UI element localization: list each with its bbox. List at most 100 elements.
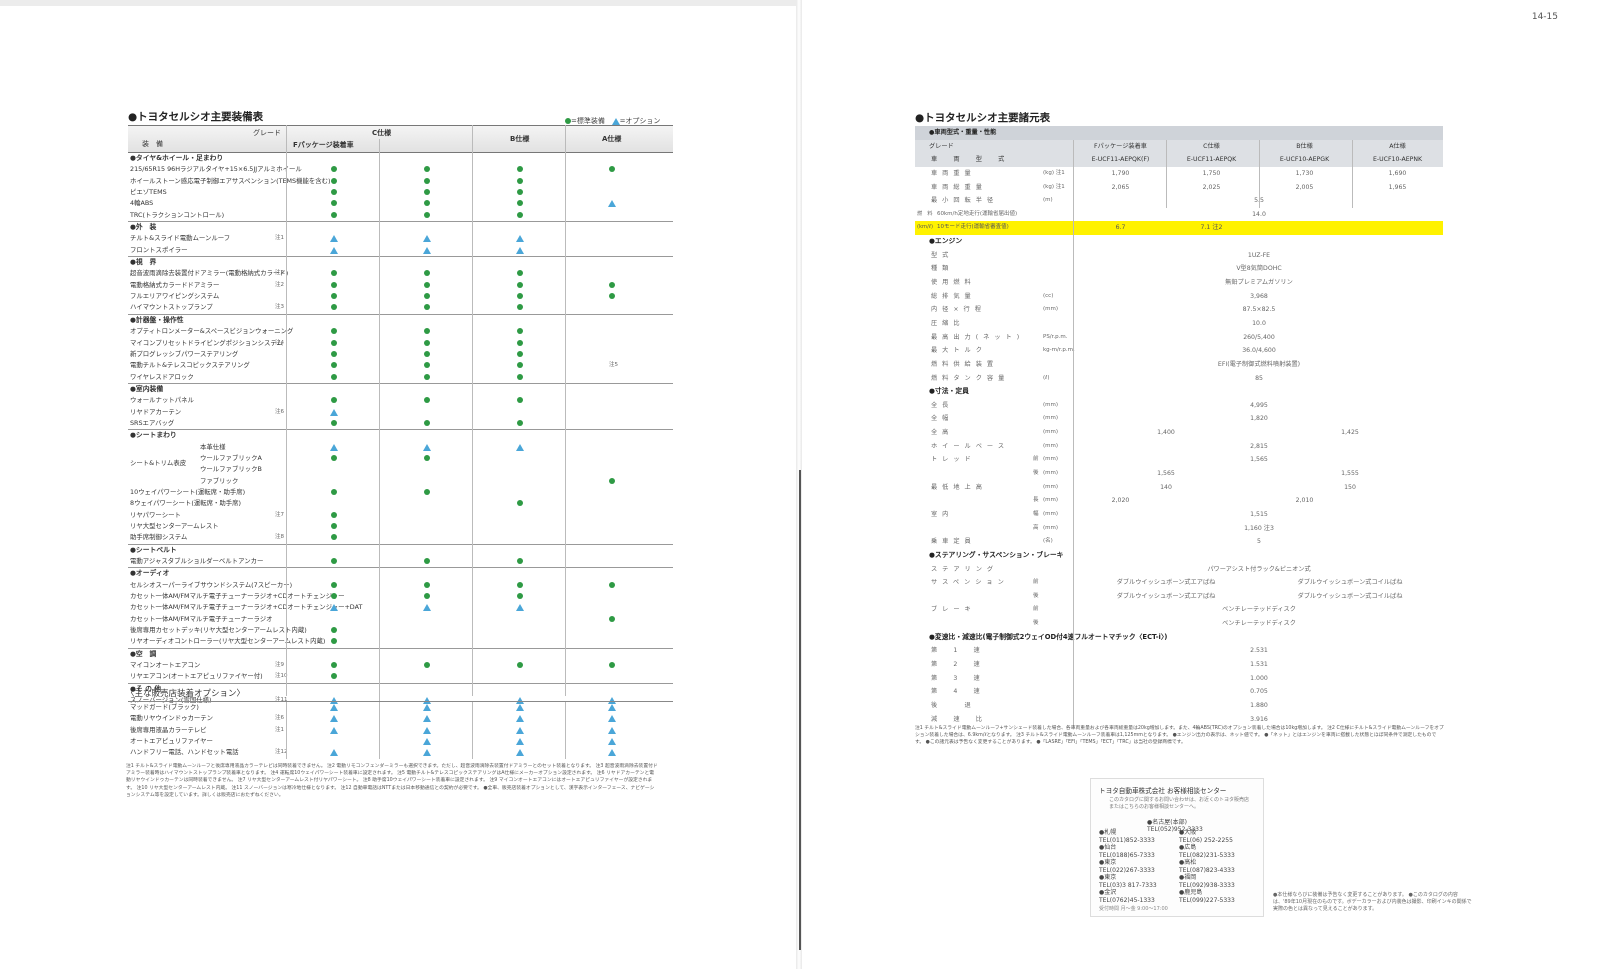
equipment-row: セルシオスーパーライブサウンドシステム(7スピーカー) <box>128 580 673 591</box>
spec-label: 第 4 速 <box>931 688 985 696</box>
equipment-label: 215/65R15 96Hラジアルタイヤ+15×6.5JJアルミホイール <box>130 165 302 174</box>
spec-value: 2,010 <box>1295 497 1314 505</box>
option-triangle-icon <box>608 704 616 711</box>
standard-dot-icon <box>517 362 523 369</box>
spec-label: 内径×行程 <box>931 306 986 314</box>
f-package-header: Fパッケージ装着車 <box>293 141 354 149</box>
spec-unit: (ℓ) <box>1043 374 1050 381</box>
spec-label: 後 退 <box>931 701 976 709</box>
standard-dot-icon <box>331 304 337 311</box>
spec-label: 最高出力(ネット) <box>931 333 1025 341</box>
standard-dot-icon <box>517 350 523 357</box>
standard-dot-icon <box>517 189 523 196</box>
standard-dot-icon <box>331 581 337 588</box>
section-header: ●そ の 他 <box>128 682 673 695</box>
contact-line: ●仙台 <box>1099 844 1117 851</box>
contact-left-column: ●札幌 TEL(011)852-3333 ●仙台 TEL(0188)65-7333 ●東… <box>1099 829 1157 904</box>
equipment-label: マイコンオートエアコン <box>130 661 201 670</box>
contact-line: TEL(06) 252-2255 <box>1179 836 1233 844</box>
section-header: ●タイヤ&ホイール・足まわり <box>128 153 673 164</box>
equipment-label: SRSエアバッグ <box>130 418 175 427</box>
left-page <box>0 0 800 969</box>
spec-sub-label: 高 <box>1033 524 1039 531</box>
spec-label: 乗車定員 <box>931 538 976 546</box>
equipment-label: リヤドアカーテン <box>130 407 182 416</box>
spec-value: 2,065 <box>1111 183 1130 191</box>
spec-sub-label: 前 <box>1033 579 1039 586</box>
spec-unit: (mm) <box>1043 510 1059 517</box>
standard-dot-icon <box>424 593 430 600</box>
section-title: ●ステアリング・サスペンション・ブレーキ <box>929 550 1064 559</box>
spec-row: 最高出力(ネット) PS/r.p.m. 260/5,400 <box>915 331 1443 345</box>
column-divider <box>1259 140 1260 208</box>
section-header: ●シートまわり <box>128 429 673 441</box>
equipment-label: ホイールストーン感応電子制御エアサスペンション(TEMS機能を含む) <box>130 176 331 185</box>
standard-dot-icon <box>424 293 430 300</box>
legend: =標準装備 =オプション <box>565 116 660 126</box>
spec-row: 内径×行程 (mm) 87.5×82.5 <box>915 303 1443 317</box>
spec-row: 燃料供給装置 EFI(電子制御式燃料噴射装置) <box>915 358 1443 372</box>
column-divider <box>1166 140 1167 208</box>
spec-value: 7.1 注2 <box>1200 224 1223 232</box>
option-triangle-icon <box>516 443 524 451</box>
spec-value: 1,690 <box>1388 169 1407 177</box>
spec-row: 圧縮比 10.0 <box>915 317 1443 331</box>
spec-value: 2,815 <box>1250 442 1268 450</box>
spec-value: パワーアシスト付ラック&ピニオン式 <box>1207 565 1311 573</box>
spec-value: 1,820 <box>1250 415 1268 423</box>
standard-dot-icon <box>424 488 430 495</box>
spec-row: 高 (mm) 1,160 注3 <box>915 522 1443 536</box>
seat-trim-option: ファブリック <box>200 476 239 485</box>
section-title: ●変速比・減速比(電子制御式2ウェイOD付4速フルオートマチック〈ECT-i〉) <box>929 632 1168 641</box>
equipment-note: 注8 <box>275 534 284 541</box>
standard-dot-icon <box>609 477 615 484</box>
fuel-60-row: 燃 料 60km/h定地走行(運輸省届出値) 14.0 <box>915 208 1443 222</box>
catalog-footnote: ●本仕様ならびに装備は予告なく変更することがあります。 ●このカタログの内容は、… <box>1273 892 1472 912</box>
spec-value: 1,555 <box>1341 470 1359 478</box>
spec-unit: (kg) 注1 <box>1043 183 1065 190</box>
contact-line: ●東京 <box>1099 874 1117 881</box>
standard-dot-icon <box>331 558 337 565</box>
spec-label: 車両重量 <box>931 169 976 177</box>
standard-dot-icon <box>331 270 337 277</box>
equipment-row: ハイマウントストップランプ 注3 <box>128 302 673 313</box>
spec-row: 後 (mm) 1,565 1,555 <box>915 467 1443 481</box>
spec-unit: (m) <box>1043 197 1053 204</box>
equipment-label: ●外 装 <box>130 223 157 232</box>
model-code: E-UCF11-AEPQK(F) <box>1091 156 1150 164</box>
equipment-label: フルエリアワイピングシステム <box>130 292 220 301</box>
dealer-option-label: オートエアピュリファイヤー <box>130 737 213 746</box>
spec-label: 総排気量 <box>931 292 976 300</box>
spec-unit: (mm) <box>1043 483 1059 490</box>
equipment-note: 注7 <box>275 511 284 518</box>
standard-dot-icon <box>331 339 337 346</box>
standard-dot-icon <box>331 673 337 680</box>
spec-value: 1.880 <box>1250 701 1268 709</box>
option-triangle-icon <box>608 715 616 723</box>
spec-row: 全長 (mm) 4,995 <box>915 399 1443 413</box>
spec-value: 1,515 <box>1250 510 1268 518</box>
contact-main-tel: TEL(052)952-3333 <box>1147 826 1203 833</box>
equipment-row: マイコンプリセットドライビングポジションシステム 注4 <box>128 338 673 349</box>
equipment-label: ●シートベルト <box>130 545 177 554</box>
column-divider <box>1352 140 1353 208</box>
spec-label: ブレーキ <box>931 606 976 614</box>
spec-value: 無鉛プレミアムガソリン <box>1225 279 1293 287</box>
spec-value: 87.5×82.5 <box>1242 306 1276 314</box>
contact-line: TEL(092)938-3333 <box>1179 881 1235 889</box>
standard-dot-icon <box>517 270 523 277</box>
equipment-row: 後席専用カセットデッキ(リヤ大型センターアームレスト内蔵) <box>128 625 673 636</box>
option-triangle-icon <box>423 749 431 757</box>
contact-footer: 受付時間 月〜金 9:00〜17:00 <box>1099 906 1168 912</box>
standard-dot-icon <box>331 373 337 380</box>
standard-dot-icon <box>609 281 615 288</box>
spec-table: ●車両型式・重量・性能 グレード Fパッケージ装着車 C仕様 B仕様 A仕様車 両 型 式… <box>915 126 1443 727</box>
spec-label: 種類 <box>931 265 954 273</box>
spec-label: 使用燃料 <box>931 279 976 287</box>
fuel-10mode-row: (km/ℓ) 10モード走行(運輸省審査値) 6.7 7.1 注2 <box>915 221 1443 236</box>
spec-row: 室内 幅 (mm) 1,515 <box>915 508 1443 522</box>
equipment-notes: 注1 チルト&スライド電動ムーンルーフと後席専用液晶カラーテレビは同時装着できま… <box>126 764 658 798</box>
equipment-label: ●タイヤ&ホイール・足まわり <box>130 154 224 162</box>
section-header: ●空 調 <box>128 647 673 660</box>
equipment-note: 注6 <box>275 408 284 415</box>
